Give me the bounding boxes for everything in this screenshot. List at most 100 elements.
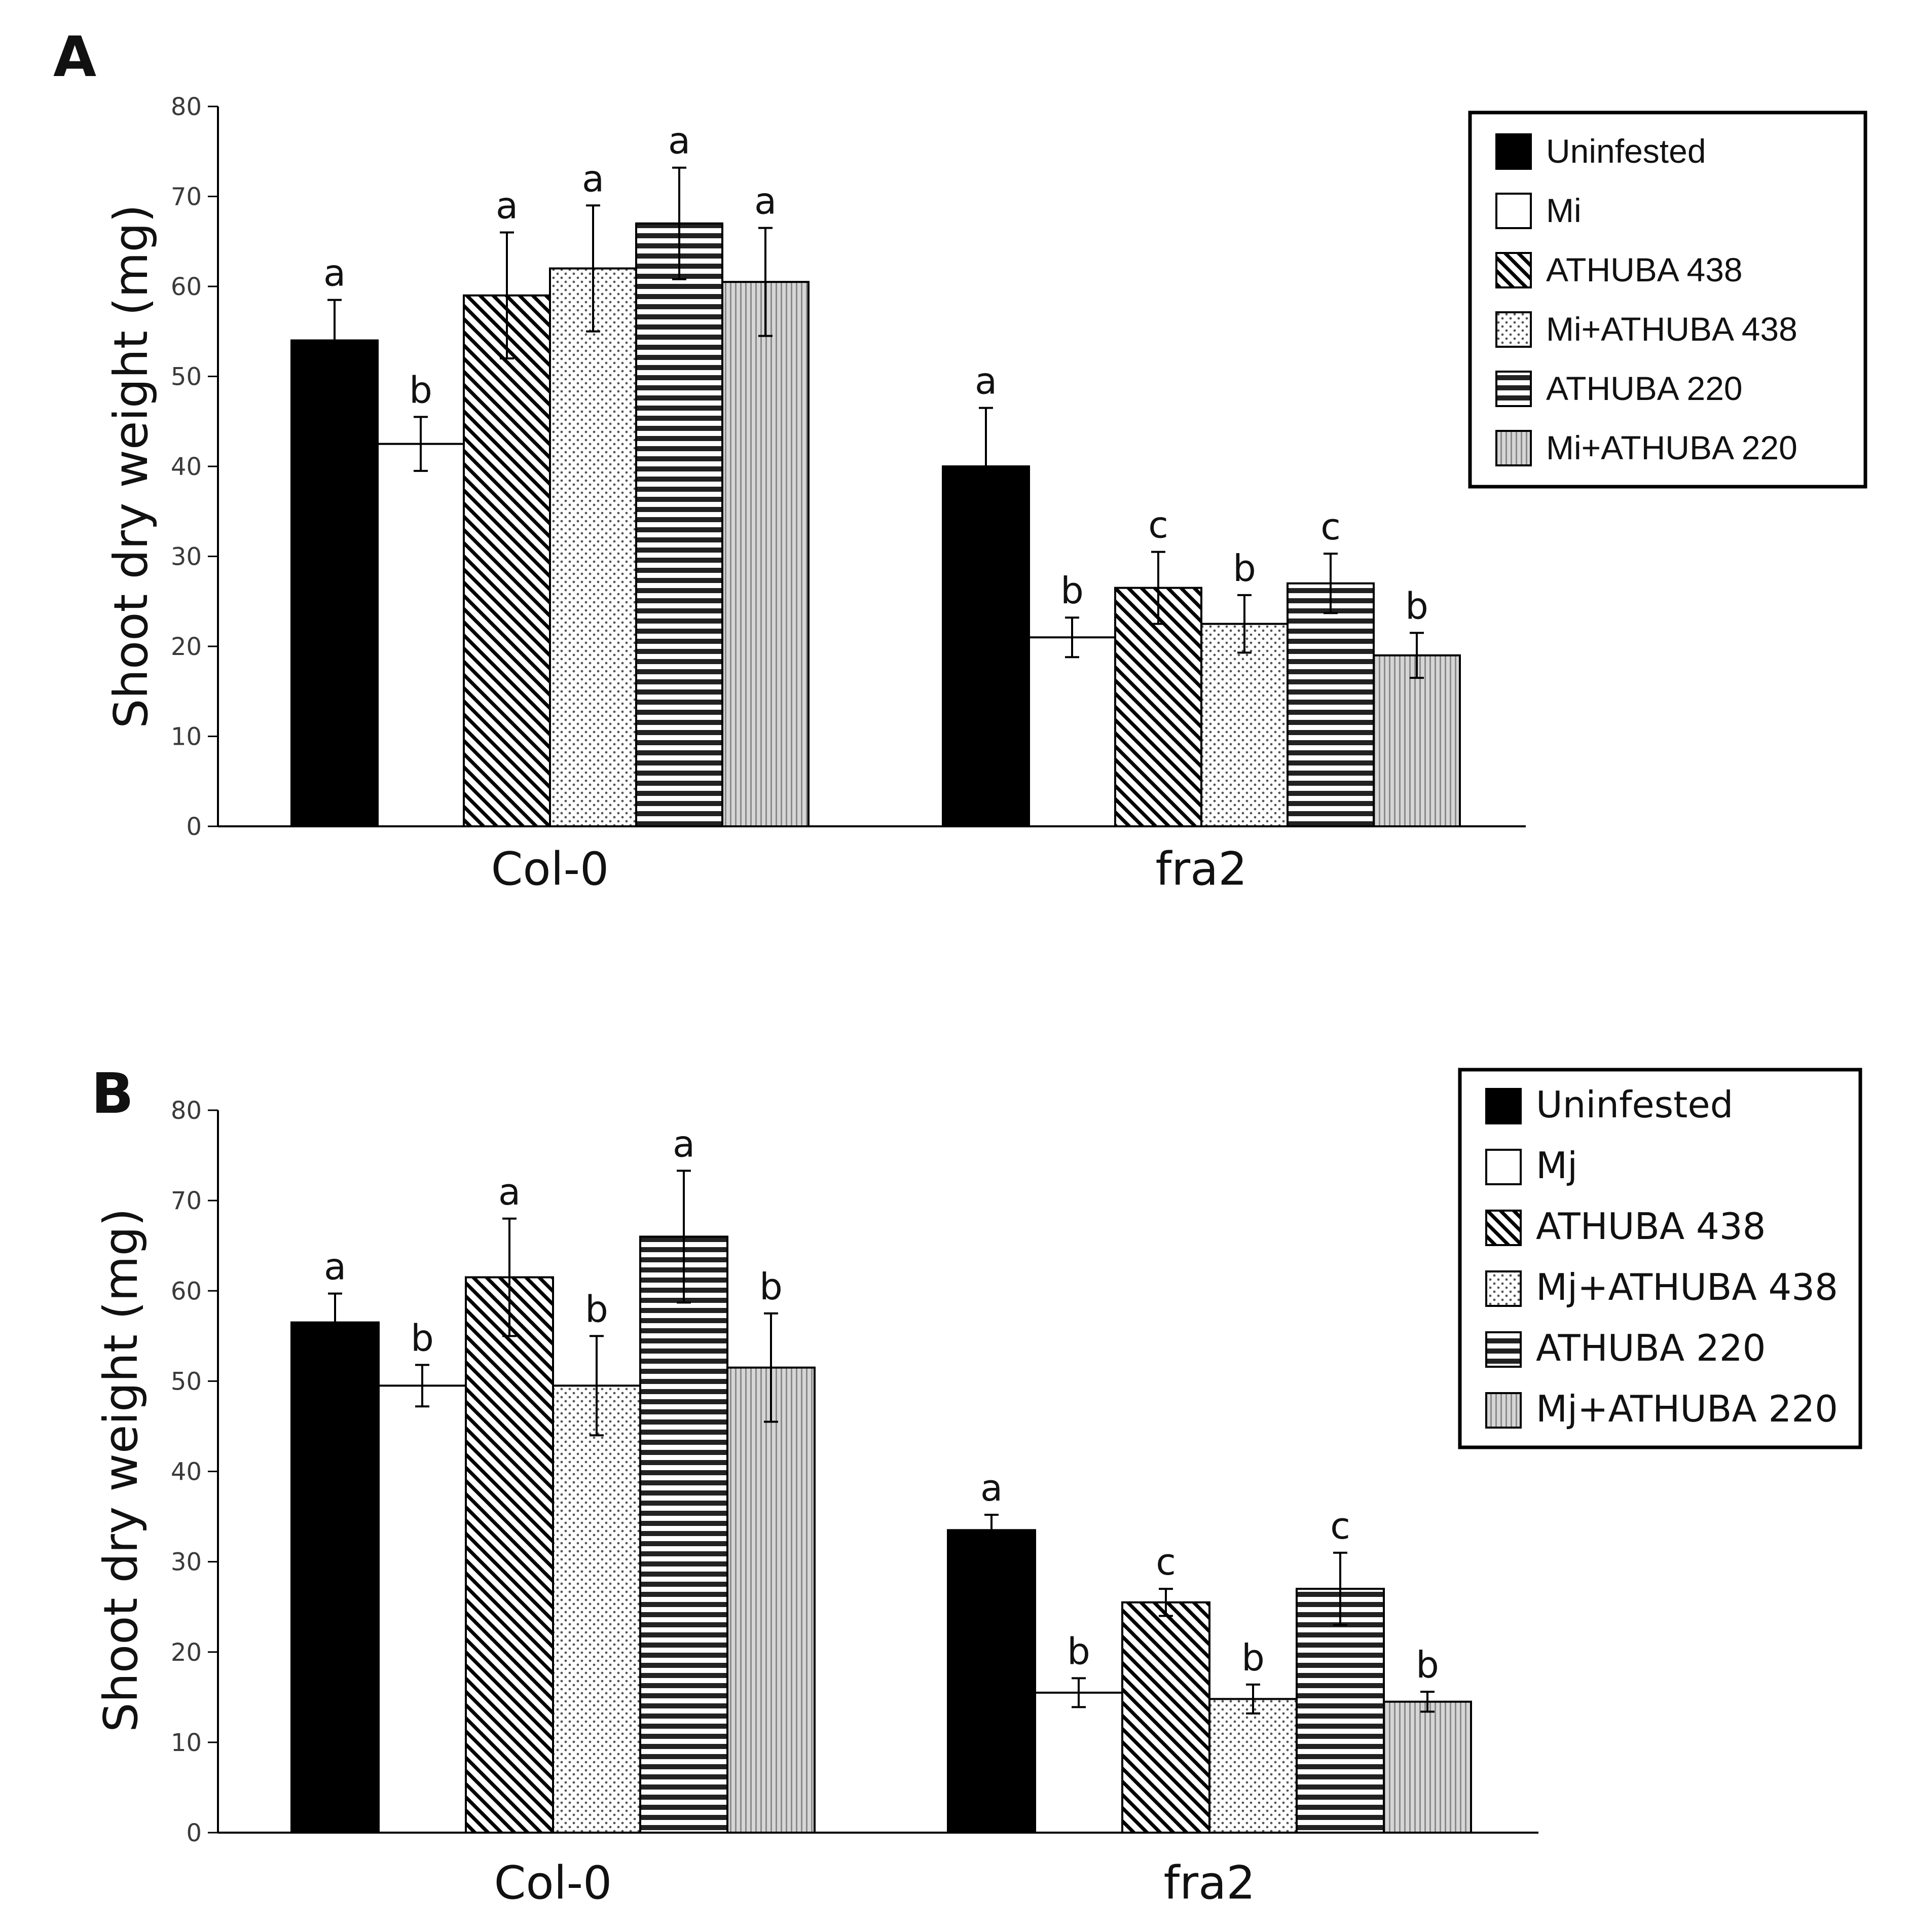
bar — [942, 465, 1030, 827]
bar — [726, 1366, 816, 1834]
legend-swatch — [1495, 430, 1532, 466]
legend-swatch — [1495, 252, 1532, 288]
bar — [377, 443, 465, 827]
bar — [1121, 1601, 1210, 1834]
significance-letter: a — [498, 1171, 521, 1213]
bar — [721, 281, 810, 827]
legend-swatch — [1485, 1149, 1522, 1185]
significance-letter: a — [975, 360, 997, 403]
legend-swatch — [1485, 1392, 1522, 1429]
x-category-label: Col-0 — [494, 1856, 612, 1910]
y-tick-label: 20 — [171, 1638, 202, 1667]
y-tick-label: 30 — [171, 1548, 202, 1577]
legend-label: Mi+ATHUBA 220 — [1546, 429, 1797, 466]
legend-label: Mj — [1536, 1144, 1577, 1187]
panel-letter: B — [91, 1061, 134, 1126]
significance-letter: c — [1148, 504, 1168, 546]
y-tick-label: 60 — [171, 1277, 202, 1305]
bar — [290, 1321, 380, 1834]
panel-letter: A — [53, 24, 96, 89]
legend-swatch — [1485, 1270, 1522, 1307]
bar — [639, 1235, 728, 1834]
legend-box — [1458, 1068, 1862, 1449]
panel-a-chart: A Shoot dry weight (mg) 0 10 20 30 40 50 60 70 80 a… — [53, 24, 1867, 896]
legend-swatch — [1495, 371, 1532, 407]
significance-letter: c — [1320, 505, 1341, 548]
bar — [1200, 623, 1289, 827]
bar — [1373, 654, 1461, 827]
legend-label: Mi+ATHUBA 438 — [1546, 310, 1797, 348]
panel-b-chart: B Shoot dry weight (mg) 0 10 20 30 40 50 60 70 80 a… — [91, 1061, 1862, 1910]
significance-letter: a — [754, 180, 777, 223]
significance-letter: a — [582, 157, 604, 200]
legend-swatch — [1485, 1088, 1522, 1124]
bar — [463, 294, 551, 827]
y-tick-label: 0 — [186, 1819, 202, 1847]
y-tick-label: 30 — [171, 543, 202, 571]
legend-label: ATHUBA 220 — [1546, 370, 1743, 407]
y-tick-label: 50 — [171, 1367, 202, 1396]
significance-letter: b — [1416, 1644, 1439, 1686]
significance-letter: b — [759, 1265, 783, 1308]
y-tick-label: 10 — [171, 1729, 202, 1757]
y-axis-label: Shoot dry weight (mg) — [104, 204, 158, 728]
significance-letter: b — [585, 1288, 608, 1330]
significance-letter: a — [324, 1246, 346, 1288]
y-tick-label: 70 — [171, 183, 202, 211]
significance-letter: a — [323, 252, 346, 295]
significance-letter: b — [1067, 1630, 1090, 1672]
bar — [635, 222, 723, 827]
significance-letter: b — [1233, 547, 1256, 590]
y-tick-label: 40 — [171, 1458, 202, 1486]
significance-letter: c — [1156, 1541, 1176, 1583]
significance-letter: a — [496, 185, 518, 227]
bar — [549, 267, 637, 827]
y-axis-label: Shoot dry weight (mg) — [94, 1208, 148, 1732]
legend-swatch — [1485, 1331, 1522, 1368]
bar — [290, 339, 379, 827]
legend-label: Mj+ATHUBA 438 — [1536, 1266, 1838, 1308]
y-tick-label: 20 — [171, 633, 202, 661]
legend-label: Uninfested — [1546, 132, 1706, 170]
y-tick-label: 70 — [171, 1187, 202, 1215]
significance-letter: b — [1241, 1636, 1265, 1679]
bar — [1208, 1698, 1298, 1834]
legend-label: ATHUBA 220 — [1536, 1327, 1766, 1369]
significance-letter: b — [1405, 585, 1428, 627]
y-tick-label: 80 — [171, 1097, 202, 1125]
legend-swatch — [1495, 193, 1532, 229]
bar — [1114, 587, 1202, 827]
significance-letter: b — [409, 369, 432, 411]
x-category-label: fra2 — [1163, 1856, 1255, 1910]
bar — [378, 1384, 467, 1834]
legend-label: ATHUBA 438 — [1536, 1205, 1766, 1248]
significance-letter: b — [411, 1317, 434, 1359]
bar — [552, 1384, 641, 1834]
legend-swatch — [1495, 311, 1532, 348]
y-tick-label: 0 — [186, 813, 202, 841]
y-tick-label: 80 — [171, 93, 202, 121]
legend-box — [1468, 111, 1867, 489]
legend-label: Mi — [1546, 192, 1582, 229]
x-category-label: Col-0 — [491, 843, 609, 896]
bar — [465, 1276, 554, 1834]
x-category-label: fra2 — [1155, 843, 1247, 896]
legend-swatch — [1485, 1210, 1522, 1246]
bar — [1383, 1700, 1472, 1834]
legend-label: ATHUBA 438 — [1546, 251, 1743, 288]
significance-letter: a — [668, 120, 690, 162]
legend-swatch — [1495, 133, 1532, 170]
y-tick-label: 60 — [171, 273, 202, 301]
y-tick-label: 10 — [171, 723, 202, 751]
bar — [947, 1529, 1036, 1834]
significance-letter: c — [1330, 1505, 1350, 1547]
legend-label: Mj+ATHUBA 220 — [1536, 1388, 1838, 1430]
bar — [1034, 1691, 1123, 1834]
significance-letter: a — [673, 1122, 695, 1165]
significance-letter: a — [980, 1467, 1003, 1509]
bar — [1028, 636, 1116, 827]
y-tick-label: 50 — [171, 363, 202, 391]
legend-label: Uninfested — [1536, 1083, 1733, 1126]
bar — [1287, 582, 1375, 827]
